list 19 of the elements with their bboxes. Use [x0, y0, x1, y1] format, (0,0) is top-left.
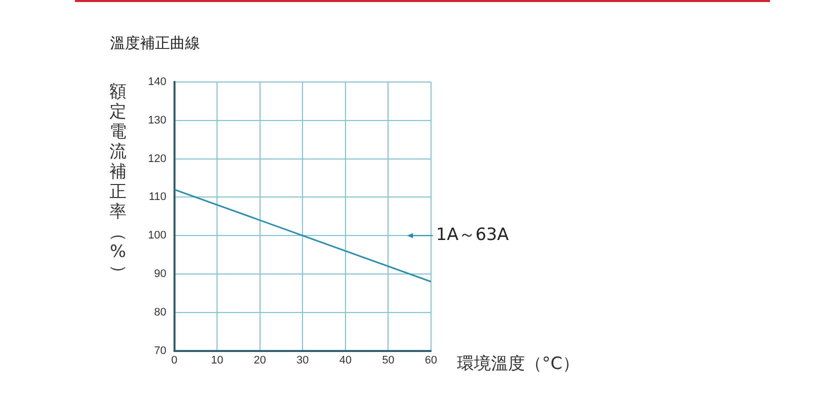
y-tick-label: 90: [154, 268, 166, 280]
y-tick-label: 100: [148, 230, 166, 242]
y-tick-label: 80: [154, 306, 166, 318]
chart-title: 溫度補正曲線: [110, 34, 200, 53]
x-tick-label: 50: [382, 354, 394, 366]
x-tick-label: 40: [339, 354, 352, 366]
x-axis-title: 環境溫度（°C）: [457, 354, 580, 374]
x-tick-label: 0: [171, 354, 178, 366]
y-tick-label: 140: [148, 76, 166, 88]
y-tick-label: 70: [154, 344, 166, 357]
x-tick-label: 60: [424, 354, 438, 366]
y-tick-label: 110: [148, 191, 166, 204]
y-tick-label: 130: [148, 114, 166, 126]
text: 額定電流補正率（%）: [108, 82, 129, 282]
x-tick-label: 30: [296, 354, 309, 366]
y-tick-label: 120: [148, 152, 166, 165]
x-tick-label: 10: [211, 354, 224, 366]
legend-label: 1A～63A: [436, 225, 510, 246]
x-tick-label: 20: [254, 354, 266, 366]
